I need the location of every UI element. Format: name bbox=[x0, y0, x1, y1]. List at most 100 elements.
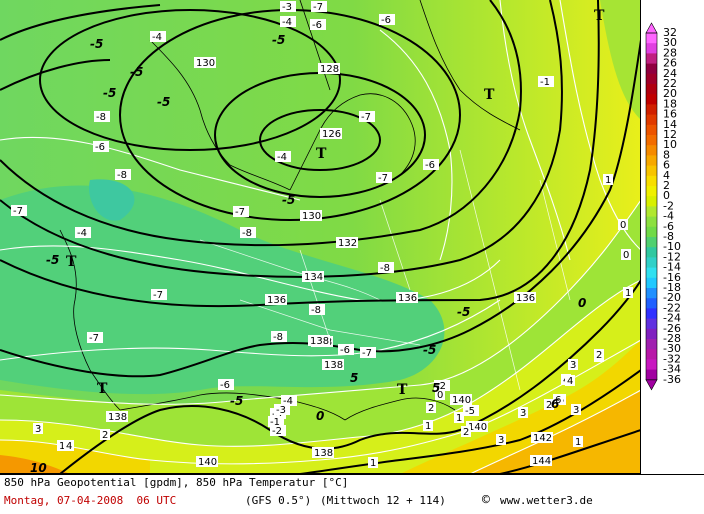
legend-swatch bbox=[646, 135, 657, 146]
legend-value: 4 bbox=[663, 169, 670, 182]
legend-swatch bbox=[646, 318, 657, 330]
isoheight-label: 132 bbox=[338, 238, 357, 249]
legend-swatch bbox=[646, 84, 657, 95]
temperature-label-bg bbox=[93, 141, 109, 152]
isoheight-label-bg bbox=[396, 292, 418, 303]
legend-value: 10 bbox=[663, 138, 677, 151]
legend-value: 8 bbox=[663, 148, 670, 161]
temperature-label: -8 bbox=[96, 112, 106, 123]
bold-temperature-label: -5 bbox=[46, 253, 59, 267]
temperature-label: 1 bbox=[456, 413, 462, 424]
temperature-field-plus4 bbox=[0, 340, 640, 473]
low-pressure-marker: T bbox=[397, 382, 408, 398]
temperature-label: -4 bbox=[277, 152, 287, 163]
legend-swatch bbox=[646, 33, 657, 44]
bold-temperature-label: 5 bbox=[350, 371, 358, 385]
temperature-label: -1 bbox=[270, 417, 280, 428]
isoheight-label: 140 bbox=[452, 395, 471, 406]
temperature-label-bg bbox=[57, 440, 67, 451]
legend-swatch bbox=[646, 63, 657, 75]
contour-132 bbox=[0, 0, 522, 247]
legend-value: -32 bbox=[663, 352, 681, 365]
temperature-label-bg bbox=[275, 151, 291, 162]
temperature-label: -5 bbox=[465, 406, 475, 417]
legend-value: -24 bbox=[663, 312, 681, 325]
temperature-label: -8 bbox=[380, 263, 390, 274]
temperature-labels: -3-4 -6-7-6-4-8-1-7-6-6-8-8-8-7-7-8-7-6-4… bbox=[11, 1, 633, 469]
temperature-label-bg bbox=[423, 420, 433, 431]
temperature-label: -4 bbox=[152, 32, 162, 43]
temperature-label-bg bbox=[378, 262, 394, 273]
temperature-label: -7 bbox=[361, 112, 371, 123]
isoheight-label-bg bbox=[514, 292, 536, 303]
temperature-label-bg bbox=[376, 172, 392, 183]
temperature-label-bg bbox=[565, 375, 575, 386]
bold-temperature-label: -5 bbox=[457, 305, 470, 319]
isoheight-label: 136 bbox=[398, 293, 417, 304]
temperature-label: 0 bbox=[437, 390, 443, 401]
temperature-label: -8 bbox=[242, 228, 252, 239]
temperature-label: 1 bbox=[625, 288, 631, 299]
bold-temperature-label: -5 bbox=[423, 343, 436, 357]
temperature-label-bg bbox=[233, 206, 249, 217]
temperature-label: 1 bbox=[605, 175, 611, 186]
isoheight-label-bg bbox=[308, 335, 330, 346]
temperature-label-bg bbox=[544, 399, 554, 410]
temperature-label: -6 bbox=[312, 20, 322, 31]
isoheight-label: 142 bbox=[533, 433, 552, 444]
temperature-label-bg bbox=[553, 394, 563, 405]
temperature-label: -6 bbox=[425, 160, 435, 171]
isoheight-label-bg bbox=[466, 421, 488, 432]
legend-value: 2 bbox=[663, 179, 670, 192]
temperature-label-bg bbox=[309, 304, 325, 315]
footer-model: (GFS 0.5°) bbox=[245, 494, 312, 507]
temperature-label: 1 bbox=[59, 441, 65, 452]
legend-value: 20 bbox=[663, 87, 677, 100]
contour-136 bbox=[0, 0, 600, 308]
isoheight-label: 138 bbox=[310, 336, 329, 347]
legend-value: -36 bbox=[663, 373, 681, 386]
legend-value: -12 bbox=[663, 250, 681, 263]
temperature-label-bg bbox=[618, 219, 628, 230]
temperature-legend: 32 30 28 26 24 22 20 18 16 14 12 10 8 6 4 2 0 -2 -4 -6 -8 -10… bbox=[641, 0, 704, 474]
temperature-label: -8 bbox=[311, 305, 321, 316]
temperature-label-bg bbox=[573, 436, 583, 447]
temperature-label-bg bbox=[621, 249, 631, 260]
temperature-label-bg bbox=[568, 359, 578, 370]
legend-swatch bbox=[646, 206, 657, 218]
temperature-label-bg bbox=[218, 379, 234, 390]
legend-swatch bbox=[646, 175, 657, 187]
legend-swatch bbox=[646, 288, 657, 299]
temperature-label-bg bbox=[115, 169, 131, 180]
coastlines bbox=[59, 0, 521, 421]
temperature-field-minus10 bbox=[89, 179, 135, 221]
temperature-label: 2 bbox=[428, 403, 434, 414]
legend-arrow-bottom bbox=[645, 379, 658, 391]
temperature-label-bg bbox=[150, 31, 166, 42]
temperature-label: -4 bbox=[282, 17, 292, 28]
footer-title: 850 hPa Geopotential [gpdm], 850 hPa Tem… bbox=[4, 476, 349, 489]
temperature-label: -7 bbox=[235, 207, 245, 218]
temperature-label: -6 bbox=[95, 142, 105, 153]
isoheight-label-bg bbox=[302, 271, 324, 282]
legend-swatch bbox=[646, 308, 657, 320]
temperature-label: 3 bbox=[570, 360, 576, 371]
legend-value: 30 bbox=[663, 36, 677, 49]
temperature-label-bg bbox=[454, 412, 464, 423]
temperature-label: 0 bbox=[623, 250, 629, 261]
legend-frame bbox=[645, 32, 658, 381]
isoheight-label-bg bbox=[194, 57, 216, 68]
bold-temperature-label: 0 bbox=[578, 296, 586, 310]
temperature-label: -2 bbox=[436, 381, 446, 392]
legend-value: 22 bbox=[663, 77, 677, 90]
temperature-label-bg bbox=[274, 404, 290, 415]
temperature-label-bg bbox=[463, 405, 479, 416]
legend-arrow-top bbox=[645, 22, 658, 34]
isoheight-label: 138 bbox=[314, 448, 333, 459]
temperature-label: 4 bbox=[66, 441, 72, 452]
contour-144 bbox=[499, 429, 640, 473]
isoheight-label: 144 bbox=[532, 456, 551, 467]
legend-value: -34 bbox=[663, 363, 681, 376]
borders bbox=[199, 149, 571, 391]
footer-website: www.wetter3.de bbox=[500, 494, 593, 507]
